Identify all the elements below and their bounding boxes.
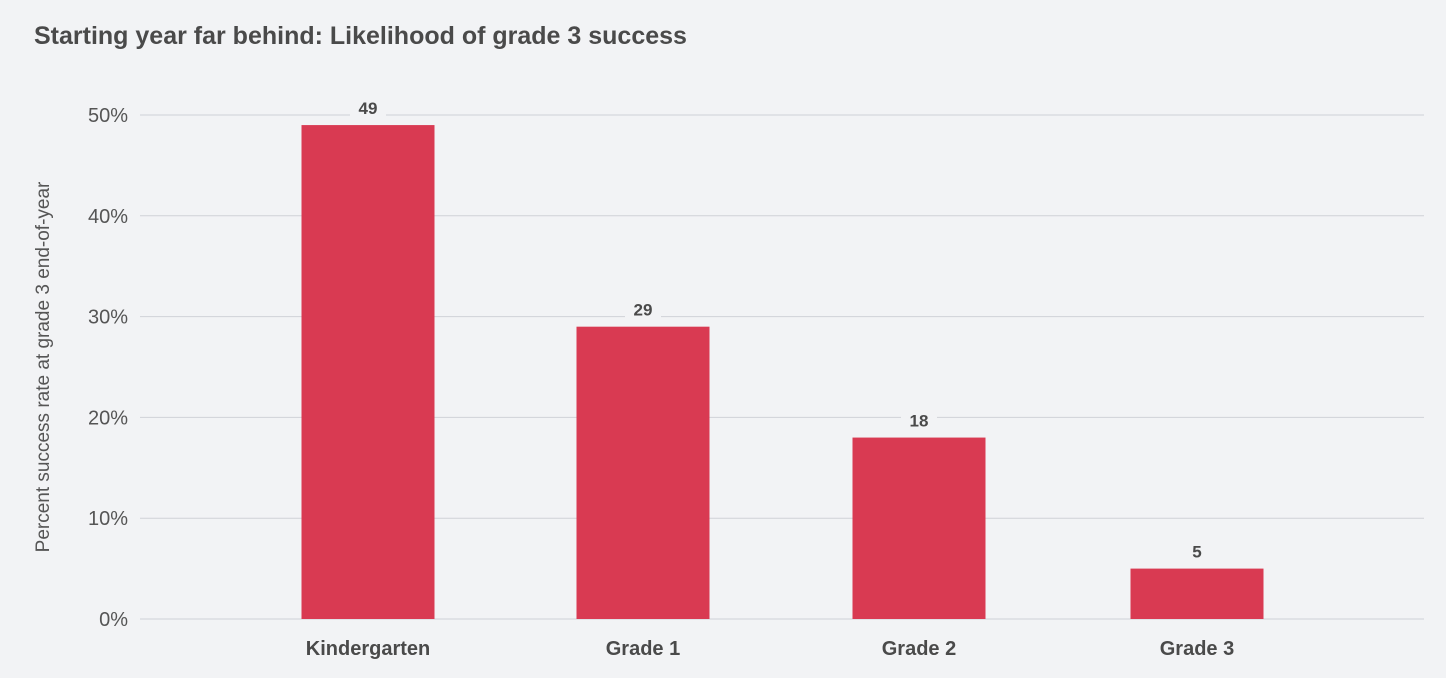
data-label-backdrop: [1179, 540, 1215, 565]
bar: [576, 326, 710, 619]
y-tick-label: 40%: [88, 206, 128, 228]
chart-title: Starting year far behind: Likelihood of …: [34, 22, 687, 50]
bar: [301, 125, 435, 619]
x-tick-label: Grade 1: [606, 638, 680, 660]
y-tick-label: 30%: [88, 307, 128, 329]
y-tick-label: 0%: [99, 609, 128, 631]
y-axis-ticks: 0% 10% 20% 30% 40% 50%: [88, 105, 128, 631]
data-label-backdrop: [901, 409, 937, 434]
y-tick-label: 50%: [88, 105, 128, 127]
data-label-backdrop: [350, 97, 386, 122]
y-tick-label: 20%: [88, 407, 128, 429]
bar: [852, 437, 986, 619]
x-tick-label: Kindergarten: [306, 638, 430, 660]
y-axis-title: Percent success rate at grade 3 end-of-y…: [33, 181, 54, 552]
bars: [301, 125, 1264, 619]
x-tick-label: Grade 2: [882, 638, 956, 660]
y-tick-label: 10%: [88, 508, 128, 530]
data-label: 49: [359, 99, 378, 118]
bar: [1130, 568, 1264, 619]
x-tick-label: Grade 3: [1160, 638, 1234, 660]
data-label: 5: [1192, 543, 1201, 562]
x-axis-ticks: Kindergarten Grade 1 Grade 2 Grade 3: [306, 638, 1234, 660]
data-labels: 49 29 18 5: [350, 97, 1215, 565]
data-label: 29: [634, 301, 653, 320]
data-label-backdrop: [625, 298, 661, 323]
data-label: 18: [910, 412, 929, 431]
